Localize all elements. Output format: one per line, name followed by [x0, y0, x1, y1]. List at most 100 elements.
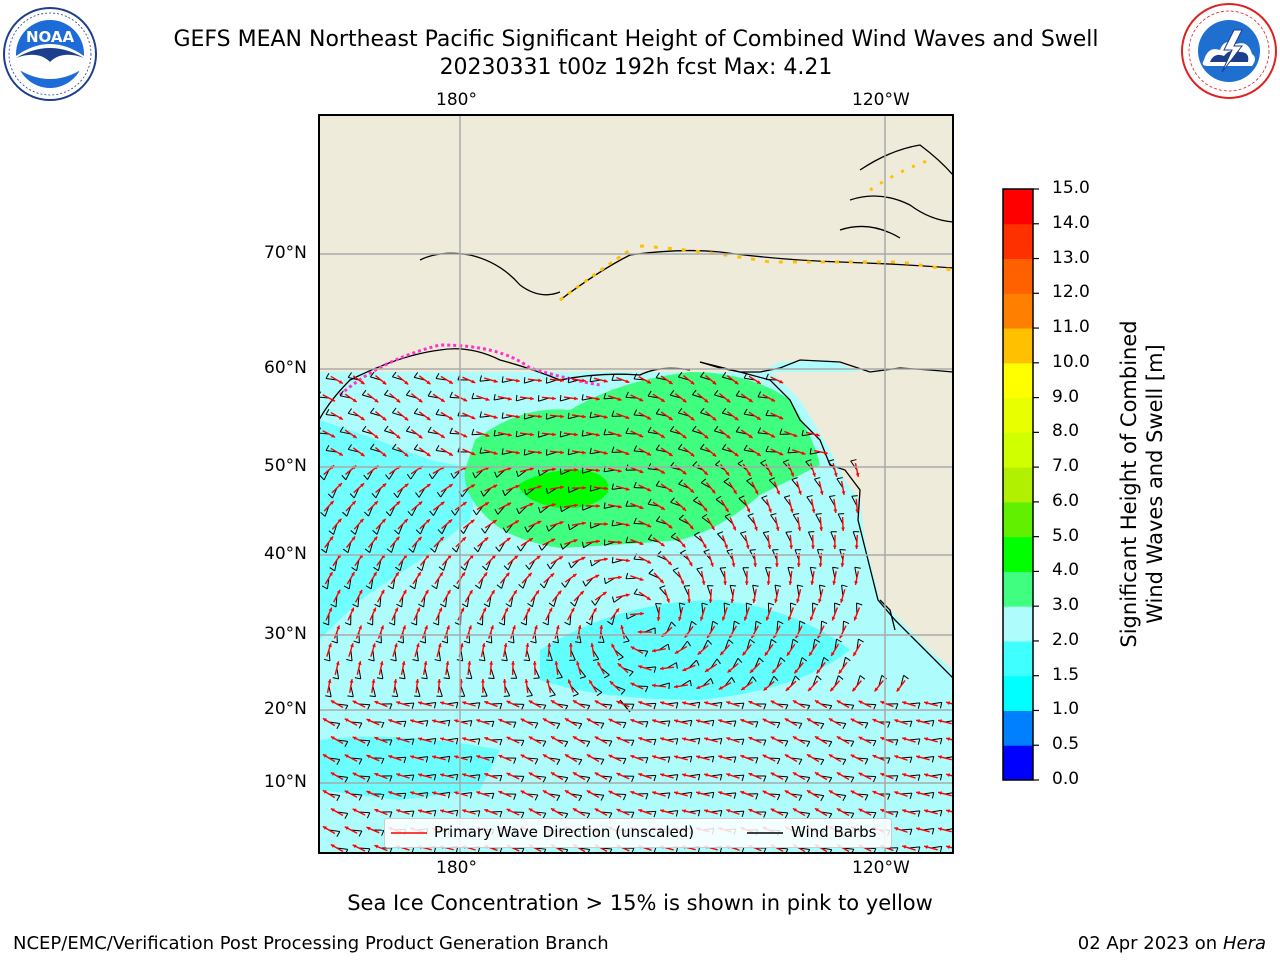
wind-barb — [694, 534, 704, 543]
wind-barb — [647, 503, 659, 507]
wind-barb-flag — [449, 391, 453, 398]
wind-barb-flag — [787, 566, 794, 569]
wind-barb-flag — [391, 407, 397, 414]
wind-barb — [952, 739, 953, 741]
wind-barb — [582, 433, 593, 437]
wave-direction-arrowhead — [596, 504, 600, 508]
wind-barb-flag — [850, 741, 855, 747]
wind-barb-flag — [332, 677, 339, 680]
wind-barb-flag — [917, 738, 921, 745]
colorbar-swatch — [1003, 501, 1033, 538]
wave-direction-arrowhead — [595, 574, 600, 579]
wave-direction-arrowhead — [381, 518, 386, 523]
wind-barb — [613, 595, 624, 603]
wind-barb-flag — [361, 389, 367, 396]
wind-barb — [688, 659, 697, 669]
wind-barb — [864, 847, 876, 850]
wind-barb-flag — [469, 792, 473, 799]
wind-barb-flag — [596, 691, 603, 697]
wind-barb-flag — [397, 640, 404, 644]
wave-direction-arrowhead — [446, 625, 450, 630]
wave-direction-arrowhead — [371, 679, 376, 683]
colorbar-tick-label: 2.0 — [1052, 629, 1080, 650]
wave-direction-arrowhead — [542, 718, 547, 722]
wind-barb-flag — [537, 469, 540, 476]
wind-barb — [463, 523, 470, 534]
wind-barb — [592, 793, 604, 796]
wind-barb-flag — [711, 756, 715, 763]
wind-barb-flag — [572, 693, 579, 697]
wind-barb — [754, 657, 760, 669]
wave-direction-arrowhead — [582, 485, 586, 490]
wind-barb — [647, 431, 659, 435]
wind-barb — [416, 685, 421, 697]
wind-barb — [350, 685, 354, 697]
wave-direction-arrowhead — [840, 563, 845, 567]
wave-direction-arrowhead — [528, 736, 533, 740]
wind-barb-flag — [387, 585, 394, 590]
wind-barb-flag — [917, 774, 921, 781]
wave-direction-arrowhead — [830, 687, 835, 692]
wave-direction-arrowhead — [748, 808, 753, 813]
wave-direction-arrowhead — [423, 661, 428, 665]
wind-barb-flag — [719, 702, 723, 709]
wave-direction-arrowhead — [748, 700, 753, 705]
wind-barb-flag — [502, 527, 507, 534]
wind-barb — [460, 685, 466, 697]
wind-barb-flag — [723, 477, 730, 483]
wave-direction-arrowhead — [924, 773, 928, 777]
wave-direction-arrowhead — [770, 700, 775, 705]
lat-label-60n: 60°N — [264, 358, 307, 378]
wind-barb-flag — [389, 811, 393, 818]
wind-barb — [325, 541, 330, 553]
wind-barb-flag — [832, 566, 839, 569]
wind-barb-flag — [625, 391, 629, 398]
wind-barb-flag — [715, 495, 722, 500]
wind-barb — [474, 469, 484, 479]
lat-label-10n: 10°N — [264, 772, 307, 792]
wind-barb-flag — [552, 641, 559, 644]
wind-barb — [375, 487, 382, 499]
wave-direction-arrowhead — [740, 718, 745, 723]
wind-barb — [600, 775, 612, 778]
wind-barb-legend-icon — [747, 832, 783, 834]
wave-direction-arrowhead — [853, 652, 857, 657]
wind-barb-flag — [567, 523, 571, 531]
wave-direction-arrowhead — [668, 524, 673, 529]
wind-barb-flag — [611, 519, 614, 527]
wind-barb-flag — [586, 777, 591, 784]
wind-barb-flag — [743, 444, 748, 451]
wave-direction-arrowhead — [507, 396, 512, 401]
wind-barb-flag — [721, 408, 727, 414]
wind-barb-flag — [631, 812, 635, 818]
wind-barb — [743, 449, 755, 453]
wave-direction-arrowhead — [360, 380, 365, 385]
wind-barb-flag — [358, 830, 363, 837]
wave-direction-arrowhead — [550, 808, 555, 812]
wave-direction-arrowhead — [946, 701, 950, 705]
wave-direction-arrowhead — [772, 669, 776, 674]
wave-direction-arrowhead — [331, 397, 336, 402]
wind-barb-flag — [586, 741, 591, 748]
wind-barb — [798, 657, 803, 669]
wind-barb-flag — [396, 603, 403, 608]
wind-barb — [424, 773, 436, 777]
wind-barb — [922, 756, 934, 759]
wind-barb — [614, 685, 626, 691]
wind-barb — [335, 595, 338, 608]
wind-barb-flag — [622, 758, 627, 765]
wind-barb — [524, 379, 536, 384]
wave-direction-arrowhead — [336, 589, 341, 594]
wind-barb — [589, 415, 601, 419]
wave-direction-arrowhead — [696, 791, 700, 795]
wind-barb — [765, 567, 770, 579]
wind-barb-flag — [341, 474, 347, 481]
wave-direction-arrowhead — [557, 590, 562, 595]
wind-barb-flag — [455, 702, 459, 709]
wind-barb — [710, 702, 722, 705]
wave-direction-arrowhead — [852, 687, 857, 692]
wave-direction-arrowhead — [756, 380, 761, 384]
wave-direction-arrowhead — [410, 755, 415, 759]
wave-direction-arrowhead — [426, 416, 431, 421]
wind-barb — [424, 631, 427, 644]
